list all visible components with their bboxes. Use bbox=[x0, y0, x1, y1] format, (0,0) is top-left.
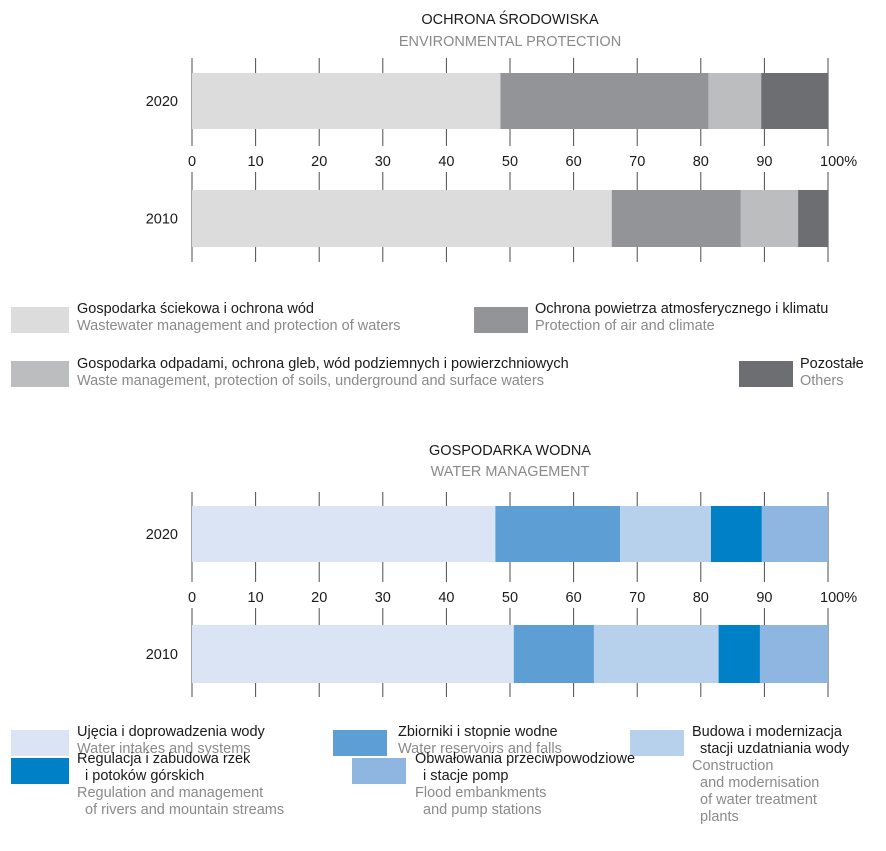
legend-entry-flood-embankments: Obwałowania przeciwpowodziowe i stacje p… bbox=[415, 751, 635, 819]
category-label: 2020 bbox=[146, 527, 178, 543]
legend-label-en: Flood embankments and pump stations bbox=[415, 785, 547, 818]
chart-title: GOSPODARKA WODNA bbox=[429, 443, 591, 459]
tick-label: 50 bbox=[502, 590, 518, 606]
bar-segment-2010-2 bbox=[593, 625, 719, 683]
legend-label-pl: Gospodarka ściekowa i ochrona wód bbox=[77, 301, 314, 317]
category-label: 2010 bbox=[146, 647, 178, 663]
legend-entry-water-intakes: Ujęcia i doprowadzenia wody Water intake… bbox=[77, 724, 265, 758]
tick-label: 20 bbox=[311, 154, 327, 170]
bar-segment-2010-1 bbox=[611, 190, 741, 247]
legend-label-pl: Zbiorniki i stopnie wodne bbox=[398, 724, 558, 740]
tick-label: 40 bbox=[438, 590, 454, 606]
tick-label: 50 bbox=[502, 154, 518, 170]
bar-segment-2020-0 bbox=[192, 73, 501, 129]
legend-swatch-wastewater bbox=[11, 307, 69, 333]
bar-segment-2010-3 bbox=[718, 625, 760, 683]
tick-label: 80 bbox=[693, 154, 709, 170]
bar-segment-2020-2 bbox=[620, 506, 711, 562]
tick-label: 10 bbox=[248, 590, 264, 606]
tick-label: 30 bbox=[375, 590, 391, 606]
tick-label: 40 bbox=[438, 154, 454, 170]
legend-label-pl: Gospodarka odpadami, ochrona gleb, wód p… bbox=[77, 356, 569, 372]
legend-label-pl: Ujęcia i doprowadzenia wody bbox=[77, 724, 265, 740]
legend-label-pl: Obwałowania przeciwpowodziowe i stacje p… bbox=[415, 751, 636, 784]
legend-entry-wastewater: Gospodarka ściekowa i ochrona wód Wastew… bbox=[77, 301, 400, 335]
legend-label-en: Construction and modernisation of water … bbox=[692, 758, 820, 825]
legend-swatch-waste bbox=[11, 361, 69, 387]
legend-swatch-others bbox=[739, 361, 793, 387]
legend-label-en: Regulation and management of rivers and … bbox=[77, 785, 285, 818]
chart-subtitle: ENVIRONMENTAL PROTECTION bbox=[399, 34, 621, 50]
bar-segment-2010-0 bbox=[192, 625, 514, 683]
legend-label-pl: Pozostałe bbox=[800, 356, 864, 372]
legend-label-pl: Budowa i modernizacja stacji uzdatniania… bbox=[692, 724, 850, 757]
tick-label: 90 bbox=[756, 590, 772, 606]
tick-label: 70 bbox=[629, 154, 645, 170]
bar-segment-2020-3 bbox=[710, 506, 762, 562]
legend-label-en: Wastewater management and protection of … bbox=[77, 318, 401, 334]
bar-segment-2020-0 bbox=[192, 506, 496, 562]
tick-label: 100% bbox=[820, 154, 857, 170]
bar-segment-2020-4 bbox=[761, 506, 828, 562]
bar-segment-2010-4 bbox=[759, 625, 828, 683]
tick-label: 70 bbox=[629, 590, 645, 606]
legend-swatch-river-regulation bbox=[11, 758, 69, 784]
legend-entry-river-regulation: Regulacja i zabudowa rzek i potoków górs… bbox=[77, 751, 284, 819]
bar-segment-2020-1 bbox=[495, 506, 621, 562]
legend-label-en: Others bbox=[800, 373, 844, 389]
tick-label: 90 bbox=[756, 154, 772, 170]
legend-entry-reservoirs: Zbiorniki i stopnie wodne Water reservoi… bbox=[398, 724, 562, 758]
tick-label: 60 bbox=[566, 590, 582, 606]
legend-label-en: Water intakes and systems bbox=[77, 741, 251, 757]
category-label: 2010 bbox=[146, 212, 178, 228]
bar-segment-2020-2 bbox=[708, 73, 762, 129]
tick-label: 0 bbox=[188, 590, 196, 606]
legend-entry-waste: Gospodarka odpadami, ochrona gleb, wód p… bbox=[77, 356, 569, 390]
legend-label-pl: Ochrona powietrza atmosferycznego i klim… bbox=[535, 301, 829, 317]
bar-segment-2020-3 bbox=[761, 73, 828, 129]
legend-label-en: Waste management, protection of soils, u… bbox=[77, 373, 544, 389]
tick-label: 10 bbox=[248, 154, 264, 170]
bar-segment-2020-1 bbox=[500, 73, 709, 129]
tick-label: 20 bbox=[311, 590, 327, 606]
legend-swatch-treatment-plants bbox=[630, 730, 684, 756]
legend-swatch-air bbox=[474, 307, 528, 333]
bar-segment-2010-0 bbox=[192, 190, 612, 247]
legend-entry-others: Pozostałe Others bbox=[800, 356, 864, 390]
bar-segment-2010-3 bbox=[798, 190, 828, 247]
tick-label: 100% bbox=[820, 590, 857, 606]
legend-swatch-flood-embankments bbox=[352, 758, 406, 784]
legend-swatch-reservoirs bbox=[333, 730, 387, 756]
legend-entry-treatment-plants: Budowa i modernizacja stacji uzdatniania… bbox=[692, 724, 849, 826]
chart-title: OCHRONA ŚRODOWISKA bbox=[421, 10, 599, 28]
bar-segment-2010-1 bbox=[513, 625, 594, 683]
tick-label: 0 bbox=[188, 154, 196, 170]
legend-entry-air: Ochrona powietrza atmosferycznego i klim… bbox=[535, 301, 828, 335]
bar-segment-2010-2 bbox=[740, 190, 799, 247]
category-label: 2020 bbox=[146, 94, 178, 110]
tick-label: 80 bbox=[693, 590, 709, 606]
legend-label-en: Water reservoirs and falls bbox=[398, 741, 562, 757]
chart-subtitle: WATER MANAGEMENT bbox=[431, 464, 590, 480]
tick-label: 60 bbox=[566, 154, 582, 170]
legend-label-pl: Regulacja i zabudowa rzek i potoków górs… bbox=[77, 751, 251, 784]
tick-label: 30 bbox=[375, 154, 391, 170]
legend-swatch-water-intakes bbox=[11, 730, 69, 756]
legend-label-en: Protection of air and climate bbox=[535, 318, 715, 334]
